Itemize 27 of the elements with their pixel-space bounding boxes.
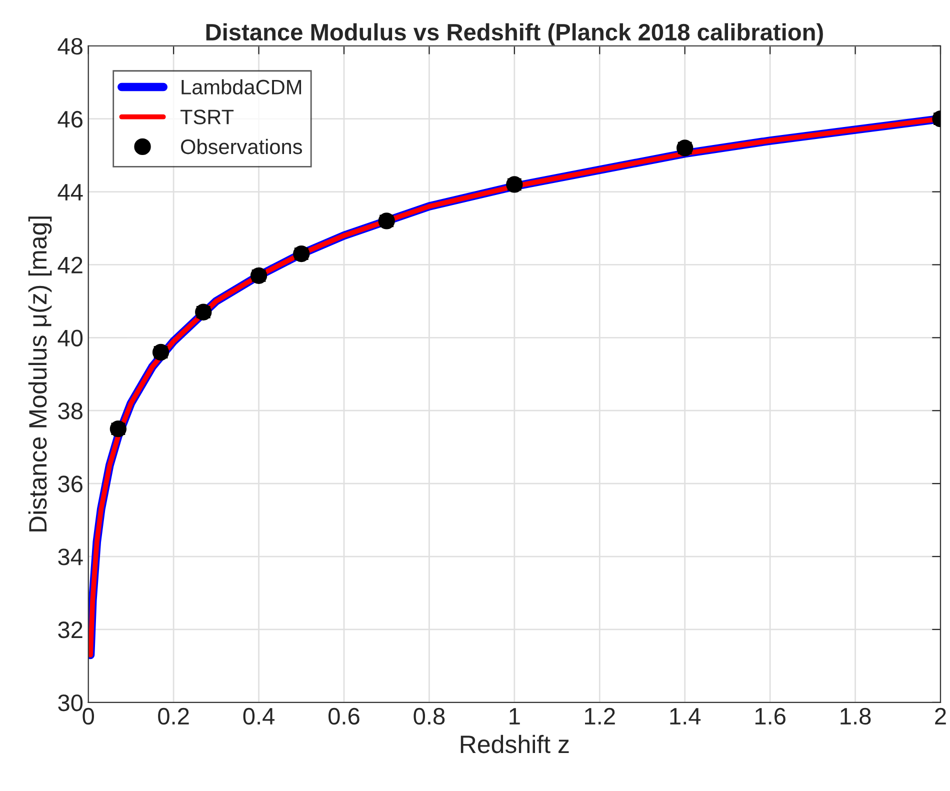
y-tick-label: 40 <box>58 330 83 346</box>
y-tick-label: 44 <box>58 184 83 200</box>
x-tick-label: 1.6 <box>755 708 786 725</box>
x-tick-label: 2 <box>935 708 946 724</box>
x-tick-label: 0 <box>82 708 94 725</box>
y-tick-label: 42 <box>58 256 82 274</box>
x-axis-title: Redshift z <box>460 734 569 754</box>
x-tick-label: 0.2 <box>158 708 189 725</box>
legend-label: Observations <box>181 138 302 154</box>
y-tick-label: 36 <box>58 476 82 492</box>
y-tick-label: 30 <box>58 694 83 712</box>
y-axis-title: Distance Modulus μ(z) [mag] <box>28 216 52 532</box>
x-tick-label: 1.8 <box>840 708 871 725</box>
y-tick-label: 46 <box>58 110 82 128</box>
x-tick-label: 1.4 <box>670 708 701 724</box>
legend-label: LambdaCDM <box>182 79 302 95</box>
x-tick-label: 1.2 <box>585 708 615 724</box>
x-tick-label: 0.6 <box>328 708 360 725</box>
x-tick-label: 0.4 <box>243 708 274 725</box>
chart-title: Distance Modulus vs Redshift (Planck 2018 calibration) <box>206 23 823 46</box>
x-tick-label: 1 <box>510 708 520 724</box>
y-tick-label: 32 <box>58 622 82 638</box>
y-tick-label: 34 <box>58 548 83 566</box>
x-tick-label: 0.8 <box>414 708 445 725</box>
y-tick-label: 48 <box>58 38 82 55</box>
legend-label: TSRT <box>180 110 234 124</box>
y-tick-label: 38 <box>58 402 82 420</box>
